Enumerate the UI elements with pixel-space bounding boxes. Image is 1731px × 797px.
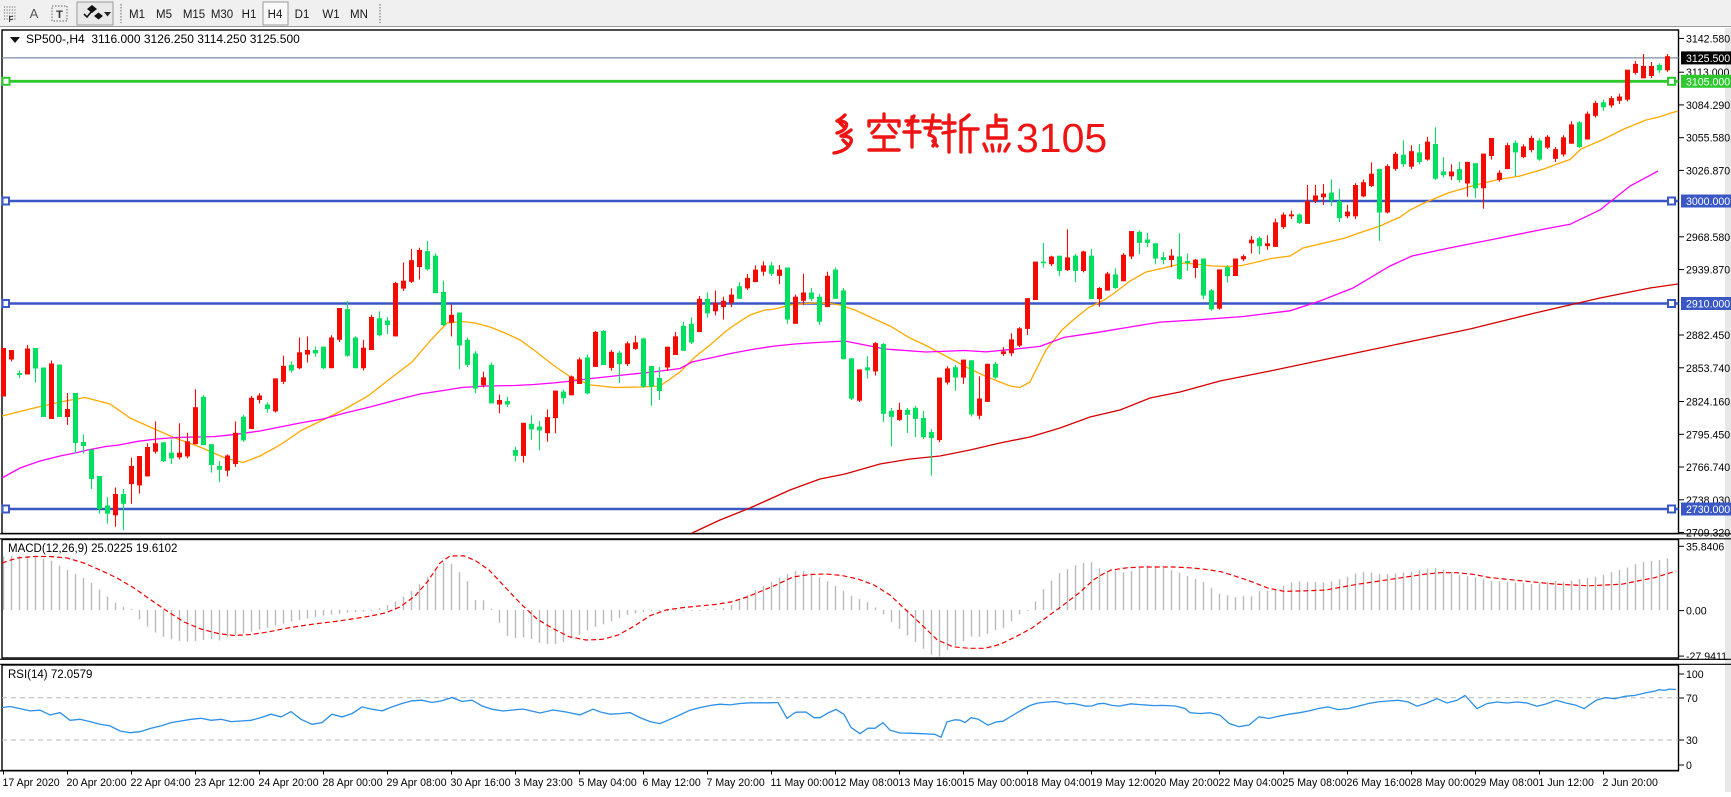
svg-text:MACD(12,26,9) 25.0225 19.6102: MACD(12,26,9) 25.0225 19.6102 (8, 543, 177, 555)
svg-text:2853.740: 2853.740 (1686, 363, 1730, 375)
svg-text:20 May 20:00: 20 May 20:00 (1155, 777, 1219, 789)
svg-text:3142.580: 3142.580 (1686, 33, 1730, 45)
svg-text:2968.580: 2968.580 (1686, 232, 1730, 244)
svg-text:22 Apr 04:00: 22 Apr 04:00 (131, 777, 191, 789)
svg-text:29 May 08:00: 29 May 08:00 (1475, 777, 1539, 789)
svg-text:F: F (9, 15, 14, 24)
svg-text:0: 0 (1686, 760, 1692, 772)
svg-text:26 May 16:00: 26 May 16:00 (1347, 777, 1411, 789)
svg-text:2795.450: 2795.450 (1686, 429, 1730, 441)
svg-text:2 Jun 20:00: 2 Jun 20:00 (1603, 777, 1658, 789)
svg-text:MN: MN (350, 9, 368, 21)
svg-text:A: A (30, 6, 39, 21)
svg-text:3105.000: 3105.000 (1686, 76, 1730, 88)
svg-text:29 Apr 08:00: 29 Apr 08:00 (387, 777, 447, 789)
svg-text:28 Apr 00:00: 28 Apr 00:00 (323, 777, 383, 789)
svg-text:19 May 12:00: 19 May 12:00 (1091, 777, 1155, 789)
svg-text:1 Jun 12:00: 1 Jun 12:00 (1539, 777, 1594, 789)
svg-text:T: T (56, 9, 63, 21)
svg-text:12 May 08:00: 12 May 08:00 (835, 777, 899, 789)
svg-text:3 May 23:00: 3 May 23:00 (515, 777, 573, 789)
svg-text:70: 70 (1686, 693, 1698, 705)
svg-text:RSI(14) 72.0579: RSI(14) 72.0579 (8, 669, 92, 681)
svg-text:23 Apr 12:00: 23 Apr 12:00 (195, 777, 255, 789)
svg-text:2824.160: 2824.160 (1686, 397, 1730, 409)
svg-text:28 May 00:00: 28 May 00:00 (1411, 777, 1475, 789)
svg-text:35.8406: 35.8406 (1686, 541, 1724, 553)
svg-text:2910.000: 2910.000 (1686, 299, 1730, 311)
svg-text:100: 100 (1686, 669, 1704, 681)
svg-text:18 May 04:00: 18 May 04:00 (1027, 777, 1091, 789)
svg-text:3125.500: 3125.500 (1686, 53, 1730, 65)
svg-text:M30: M30 (211, 9, 233, 21)
svg-text:2939.870: 2939.870 (1686, 265, 1730, 277)
svg-text:3026.870: 3026.870 (1686, 165, 1730, 177)
svg-text:-27.9411: -27.9411 (1686, 651, 1727, 663)
svg-text:D1: D1 (295, 9, 310, 21)
svg-text:2730.000: 2730.000 (1686, 504, 1730, 516)
svg-text:3084.290: 3084.290 (1686, 100, 1730, 112)
svg-text:3105: 3105 (1016, 115, 1107, 161)
svg-text:2882.450: 2882.450 (1686, 330, 1730, 342)
svg-text:2766.740: 2766.740 (1686, 462, 1730, 474)
svg-text:22 May 04:00: 22 May 04:00 (1219, 777, 1283, 789)
svg-text:20 Apr 20:00: 20 Apr 20:00 (67, 777, 127, 789)
svg-text:5 May 04:00: 5 May 04:00 (579, 777, 637, 789)
svg-text:0.00: 0.00 (1686, 606, 1707, 618)
svg-text:H4: H4 (268, 9, 283, 21)
svg-text:30: 30 (1686, 735, 1698, 747)
svg-text:H1: H1 (242, 9, 257, 21)
svg-text:SP500-,H4 3116.000 3126.250 3: SP500-,H4 3116.000 3126.250 3114.250 312… (26, 32, 300, 46)
svg-text:6 May 12:00: 6 May 12:00 (643, 777, 701, 789)
svg-text:11 May 00:00: 11 May 00:00 (771, 777, 835, 789)
svg-text:7 May 20:00: 7 May 20:00 (707, 777, 765, 789)
svg-text:25 May 08:00: 25 May 08:00 (1283, 777, 1347, 789)
svg-text:30 Apr 16:00: 30 Apr 16:00 (451, 777, 511, 789)
svg-text:M15: M15 (183, 9, 205, 21)
svg-text:15 May 00:00: 15 May 00:00 (963, 777, 1027, 789)
svg-text:17 Apr 2020: 17 Apr 2020 (3, 777, 60, 789)
svg-text:24 Apr 20:00: 24 Apr 20:00 (259, 777, 319, 789)
svg-text:3055.580: 3055.580 (1686, 133, 1730, 145)
svg-text:W1: W1 (322, 9, 339, 21)
svg-text:2709.320: 2709.320 (1686, 528, 1730, 540)
svg-text:3000.000: 3000.000 (1686, 196, 1730, 208)
svg-text:M1: M1 (129, 9, 145, 21)
svg-text:M5: M5 (156, 9, 172, 21)
svg-text:13 May 16:00: 13 May 16:00 (899, 777, 963, 789)
